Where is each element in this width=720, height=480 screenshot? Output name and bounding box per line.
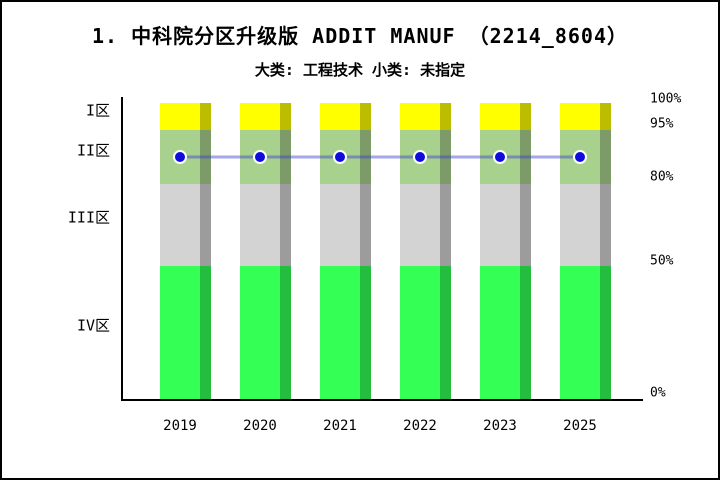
bar-shadow	[600, 103, 611, 399]
zone-band-3	[560, 184, 611, 266]
bar-shadow	[200, 103, 211, 399]
zone-band-3	[320, 184, 371, 266]
zone-band-1	[400, 103, 451, 130]
x-axis-line	[121, 399, 643, 401]
bar-shadow	[520, 103, 531, 399]
zone-band-4	[240, 266, 291, 399]
zone-bar	[400, 103, 451, 399]
zone-bar	[160, 103, 211, 399]
zone-band-4	[480, 266, 531, 399]
zone-band-1	[560, 103, 611, 130]
chart-subtitle: 大类: 工程技术 小类: 未指定	[254, 61, 466, 79]
zone-band-4	[320, 266, 371, 399]
right-axis-tick: 0%	[650, 385, 666, 401]
x-axis-year-label: 2025	[563, 418, 597, 434]
zone-band-4	[560, 266, 611, 399]
right-axis-tick: 100%	[650, 91, 682, 107]
right-axis-tick: 80%	[650, 169, 674, 185]
zone-band-4	[400, 266, 451, 399]
zone-label-2: II区	[76, 141, 110, 160]
right-axis-tick: 95%	[650, 116, 674, 132]
zone-bar	[560, 103, 611, 399]
zone-bar	[480, 103, 531, 399]
x-axis-year-label: 2023	[483, 418, 517, 434]
x-axis-year-label: 2021	[323, 418, 357, 434]
zone-bar	[320, 103, 371, 399]
x-axis-year-label: 2022	[403, 418, 437, 434]
zone-band-1	[160, 103, 211, 130]
x-axis-year-label: 2019	[163, 418, 197, 434]
zone-band-3	[480, 184, 531, 266]
zone-bar	[240, 103, 291, 399]
chart-title: 1. 中科院分区升级版 ADDIT MANUF （2214_8604）	[91, 24, 629, 48]
zone-label-1: I区	[85, 101, 110, 120]
zone-band-3	[400, 184, 451, 266]
right-axis-tick: 50%	[650, 253, 674, 269]
bar-shadow	[360, 103, 371, 399]
y-axis-line	[121, 97, 123, 401]
zone-band-1	[240, 103, 291, 130]
zone-band-3	[160, 184, 211, 266]
bar-shadow	[280, 103, 291, 399]
zone-label-4: IV区	[76, 316, 110, 335]
bar-shadow	[440, 103, 451, 399]
zone-band-1	[480, 103, 531, 130]
zone-band-3	[240, 184, 291, 266]
zone-band-4	[160, 266, 211, 399]
x-axis-year-label: 2020	[243, 418, 277, 434]
zone-label-3: III区	[67, 208, 110, 227]
zone-band-1	[320, 103, 371, 130]
